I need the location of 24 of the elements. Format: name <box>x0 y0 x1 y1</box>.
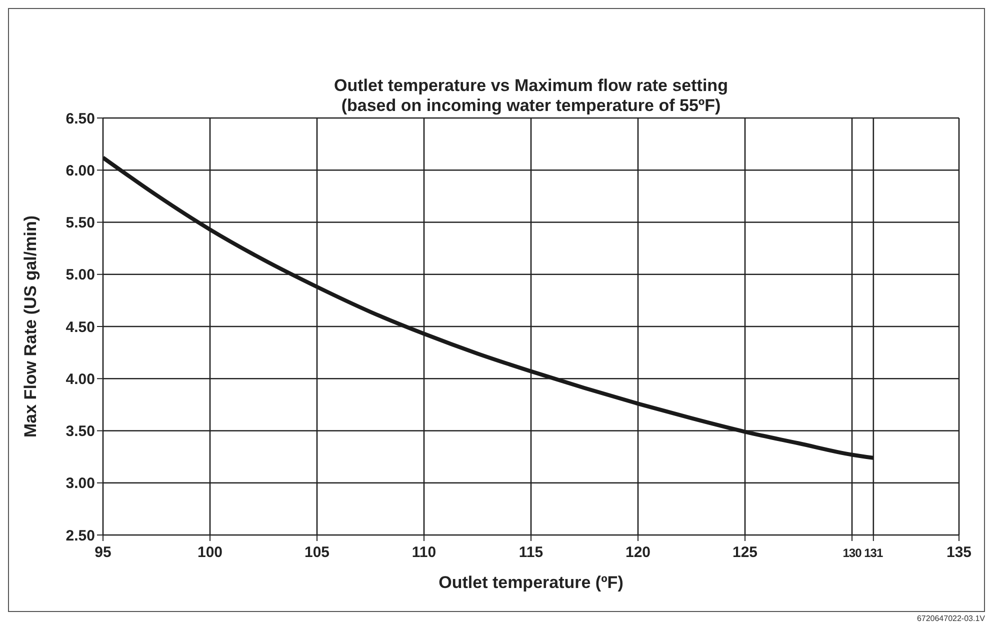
y-tick-label: 6.50 <box>66 110 95 128</box>
x-tick-label: 131 <box>864 546 884 560</box>
x-axis-title: Outlet temperature (ºF) <box>438 573 624 592</box>
y-tick-label: 4.50 <box>66 318 95 336</box>
chart-title: Outlet temperature vs Maximum flow rate setting <box>333 76 729 96</box>
x-tick-label: 110 <box>412 544 436 561</box>
y-tick-label: 5.50 <box>66 214 95 232</box>
x-tick-label: 120 <box>625 544 651 561</box>
x-tick-label: 130 <box>842 546 862 560</box>
x-tick-label: 135 <box>946 544 972 561</box>
x-tick-label: 105 <box>304 544 330 561</box>
y-axis-title: Max Flow Rate (US gal/min) <box>21 216 40 438</box>
y-tick-label: 3.00 <box>66 475 95 492</box>
y-tick-label: 2.50 <box>66 527 95 544</box>
y-tick-label: 6.00 <box>66 162 95 180</box>
y-tick-label: 5.00 <box>66 266 95 284</box>
x-tick-label: 115 <box>518 544 544 561</box>
x-tick-label: 100 <box>197 544 223 561</box>
y-tick-label: 3.50 <box>66 423 95 440</box>
text: 6720647022-03.1V <box>916 614 985 623</box>
x-tick-label: 125 <box>732 544 758 561</box>
y-tick-label: 4.00 <box>66 370 95 388</box>
x-tick-label: 95 <box>94 544 112 561</box>
chart-subtitle: (based on incoming water temperature of 55ºF) <box>340 96 722 116</box>
